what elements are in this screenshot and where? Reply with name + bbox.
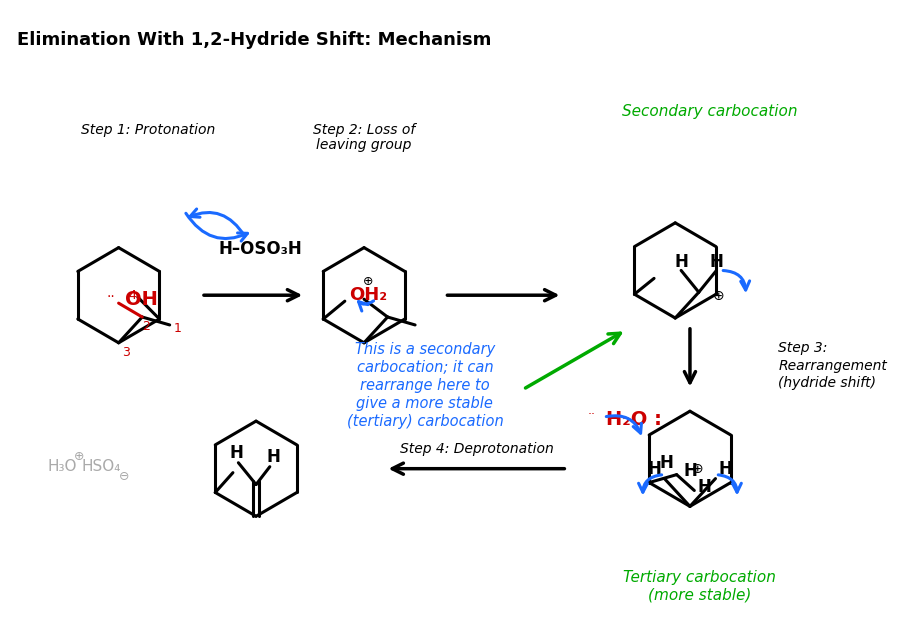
Text: 4: 4 [128,289,136,302]
Text: (more stable): (more stable) [649,587,751,602]
Text: H: H [697,477,711,496]
Text: ⊕: ⊕ [363,275,373,288]
Text: H: H [267,448,280,466]
Text: 1: 1 [173,322,181,336]
Text: ⊕: ⊕ [692,462,703,476]
Text: ⊕: ⊕ [713,289,725,303]
Text: H: H [660,454,674,471]
Text: Step 2: Loss of: Step 2: Loss of [313,122,415,137]
Text: OH: OH [125,290,158,309]
Text: OH₂: OH₂ [349,286,387,304]
Text: 2: 2 [142,320,150,334]
Text: H–OSO₃H: H–OSO₃H [218,240,302,258]
Text: ⊖: ⊖ [118,470,129,483]
Text: rearrange here to: rearrange here to [360,378,490,393]
Text: (tertiary) carbocation: (tertiary) carbocation [346,413,503,429]
Text: H: H [683,462,697,480]
Text: 3: 3 [123,346,130,359]
Text: Step 4: Deprotonation: Step 4: Deprotonation [400,442,554,456]
Text: leaving group: leaving group [316,138,411,152]
Text: Rearrangement: Rearrangement [779,359,888,373]
Text: H: H [230,444,244,462]
Text: Step 1: Protonation: Step 1: Protonation [81,122,215,137]
Text: ··: ·· [106,290,115,304]
Text: H: H [710,253,724,272]
Text: carbocation; it can: carbocation; it can [356,360,493,375]
Text: ⊕: ⊕ [73,450,84,463]
Text: This is a secondary: This is a secondary [354,342,495,357]
Text: HSO₄: HSO₄ [82,459,121,474]
Text: H: H [718,460,732,478]
Text: H₂O :: H₂O : [605,410,661,429]
Text: Secondary carbocation: Secondary carbocation [622,105,797,119]
Text: H: H [674,253,688,272]
Text: Step 3:: Step 3: [779,341,828,355]
Text: Tertiary carbocation: Tertiary carbocation [623,570,776,585]
Text: (hydride shift): (hydride shift) [779,376,877,390]
Text: Elimination With 1,2-Hydride Shift: Mechanism: Elimination With 1,2-Hydride Shift: Mech… [16,31,491,48]
Text: H₃O: H₃O [48,459,78,474]
Text: H: H [648,460,661,478]
Text: ··: ·· [588,408,595,420]
Text: give a more stable: give a more stable [356,396,494,411]
